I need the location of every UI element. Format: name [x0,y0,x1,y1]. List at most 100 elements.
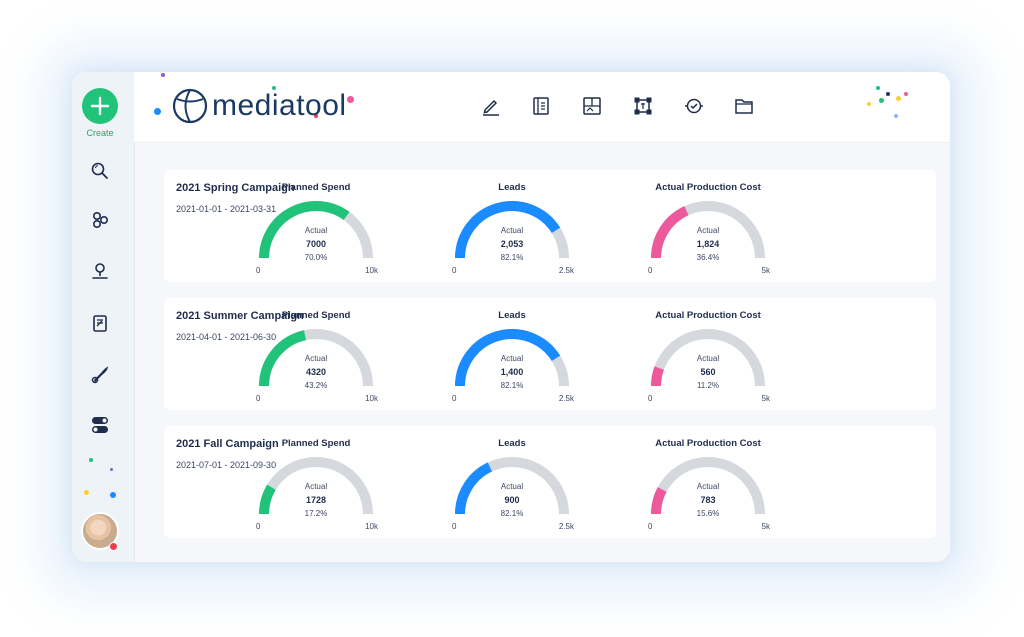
decor-dot [89,458,93,462]
gauge-actual-label: Actual [696,482,720,491]
gauge-chart [259,329,373,387]
gauge-max: 5k [761,394,770,403]
campaign-row[interactable]: 2021 Fall Campaign 2021-07-01 - 2021-09-3… [164,426,936,538]
sidebar-item-search[interactable] [89,160,111,182]
decor-dot [84,490,89,495]
gauge-chart [455,329,569,387]
gauge-fill [651,487,667,515]
sidebar-item-toggles[interactable] [89,414,111,436]
tool-edit[interactable] [479,94,503,118]
tool-folder[interactable] [732,94,756,118]
gauge-title: Planned Spend [281,310,351,321]
tool-frame[interactable] [631,94,655,118]
gauge-value: 560 [700,367,716,377]
logo-text: mediatool [212,89,347,122]
gauge-title: Leads [498,310,526,321]
gauge-widget: Leads Actual 2,053 82.1% 0 2.5k [437,170,587,282]
gauge-min: 0 [452,394,457,403]
gauge-value: 1,400 [500,367,524,377]
gauge-chart [259,201,373,259]
gauge-fill [259,484,276,515]
gauge-actual-label: Actual [696,226,720,235]
gauge-actual-label: Actual [500,226,524,235]
campaign-dates: 2021-01-01 - 2021-03-31 [176,204,277,214]
gauge-track [455,201,569,259]
decor-dot [110,468,113,471]
campaign-row[interactable]: 2021 Summer Campaign 2021-04-01 - 2021-06… [164,298,936,410]
campaign-dates: 2021-04-01 - 2021-06-30 [176,332,277,342]
campaign-name: 2021 Summer Campaign [176,310,304,322]
campaign-dates: 2021-07-01 - 2021-09-30 [176,460,277,470]
gauge-percent: 70.0% [304,253,328,262]
gauge-track [455,329,569,387]
gauge-percent: 43.2% [304,381,328,390]
gauge-title: Actual Production Cost [655,438,761,449]
gauge-min: 0 [256,394,261,403]
campaign-row[interactable]: 2021 Spring Campaign 2021-01-01 - 2021-03… [164,170,936,282]
gauge-widget: Leads Actual 900 82.1% 0 2.5k [437,426,587,538]
gauge-percent: 82.1% [500,381,524,390]
gauge-percent: 15.6% [696,509,720,518]
gauge-value: 7000 [305,239,327,249]
gauge-max: 5k [761,522,770,531]
gauge-fill [259,330,307,387]
gauge-chart [455,201,569,259]
network-icon [93,211,109,229]
pen-icon [483,99,499,116]
gauge-value: 900 [504,495,520,505]
gauge-value: 783 [700,495,716,505]
gauge-widget: Actual Production Cost Actual 783 15.6% 0 5k [633,426,783,538]
decor-dot [272,86,276,90]
gauge-value: 4320 [305,367,327,377]
create-label: Create [86,128,114,138]
sidebar-item-location[interactable] [89,260,111,282]
rocket-icon [91,366,109,384]
gauge-max: 2.5k [558,522,574,531]
decor-dot [314,114,318,118]
gauge-widget: Actual Production Cost Actual 560 11.2% 0 5k [633,298,783,410]
gauge-fill [455,201,561,259]
gauge-track [259,329,373,387]
gauge-track [259,457,373,515]
tool-review[interactable] [682,94,706,118]
campaign-name: 2021 Fall Campaign [176,438,279,450]
decor-dot [347,96,354,103]
decor-dot [894,114,898,118]
decor-dot [876,86,880,90]
create-button[interactable] [82,88,118,124]
status-indicator [109,542,118,551]
gauge-value: 1728 [305,495,327,505]
gauge-min: 0 [256,522,261,531]
check-circle-icon [685,98,703,114]
layout-icon [583,97,601,115]
gauge-actual-label: Actual [500,354,524,363]
decor-dot [896,96,901,101]
decor-dot [904,92,908,96]
gauge-title: Planned Spend [281,182,351,193]
decor-dot [886,92,890,96]
gauge-percent: 36.4% [696,253,720,262]
top-header: mediatool [134,72,950,143]
toggle-icon [92,417,108,433]
gauge-chart [651,201,765,259]
gauge-min: 0 [452,522,457,531]
sidebar-item-launch[interactable] [89,364,111,386]
decor-dot [867,102,871,106]
tool-layout[interactable] [580,94,604,118]
gauge-min: 0 [648,266,653,275]
gauge-fill [455,462,493,515]
gauge-percent: 11.2% [696,381,720,390]
gauge-fill [651,206,689,259]
gauge-widget: Leads Actual 1,400 82.1% 0 2.5k [437,298,587,410]
gauge-value: 2,053 [500,239,524,249]
tool-document[interactable] [529,94,553,118]
gauge-max: 5k [761,266,770,275]
decor-dot [879,98,884,103]
sidebar-item-network[interactable] [89,209,111,231]
sidebar-item-notes[interactable] [89,312,111,334]
search-icon [91,162,108,179]
gauge-chart [259,457,373,515]
decor-dot [154,108,161,115]
plus-icon [90,96,110,116]
gauge-actual-label: Actual [304,354,328,363]
